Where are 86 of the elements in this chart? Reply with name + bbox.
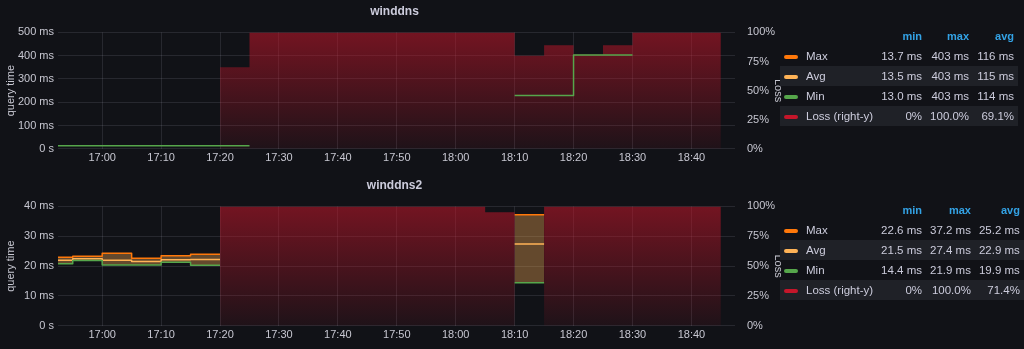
legend-label: Avg (806, 70, 826, 83)
text: 0% (877, 106, 927, 127)
y2-tick-label: 75% (747, 54, 770, 67)
text: 22.9 ms (974, 240, 1024, 261)
text: 116 ms (976, 49, 1015, 65)
y2-tick-label: 100% (747, 25, 776, 38)
text: 21.9 ms (929, 263, 972, 279)
chart-title: winddns2 (365, 177, 423, 192)
y2-tick-label: 50% (747, 83, 770, 96)
y-tick-label: 400 ms (17, 48, 55, 61)
x-tick-label: 17:30 (265, 151, 293, 164)
y-tick-label: 20 ms (24, 259, 55, 272)
text: 403 ms (926, 66, 974, 87)
y-tick-label: 300 ms (17, 71, 55, 84)
legend-label: Max (806, 224, 828, 237)
y2-tick-label: 0% (747, 318, 764, 331)
text: 37.2 ms (929, 223, 972, 239)
text: 69.1% (973, 106, 1018, 127)
x-tick-label: 18:40 (677, 328, 706, 341)
y-tick-label: 40 ms (24, 199, 55, 212)
text: 27.4 ms (926, 240, 975, 261)
text: 19.9 ms (977, 263, 1021, 279)
y2-tick-label: 50% (747, 259, 770, 272)
text: 22.6 ms (880, 223, 924, 239)
x-tick-label: 18:00 (441, 151, 470, 164)
x-tick-label: 18:10 (500, 328, 529, 341)
legend-label: Loss (right-y) (806, 284, 874, 297)
y2-axis-title: Loss (773, 254, 786, 279)
text: 13.5 ms (877, 66, 927, 87)
x-tick-label: 17:40 (324, 151, 352, 164)
text: max (946, 29, 971, 45)
x-tick-label: 17:00 (88, 151, 116, 164)
y-tick-label: 30 ms (24, 229, 55, 242)
x-tick-label: 18:00 (441, 328, 470, 341)
x-tick-label: 17:00 (88, 328, 116, 341)
y-tick-label: 0 s (39, 318, 55, 331)
text: 114 ms (976, 89, 1015, 105)
x-tick-label: 17:40 (324, 328, 352, 341)
x-tick-label: 18:30 (618, 328, 647, 341)
text: 13.0 ms (880, 89, 924, 105)
x-tick-label: 17:50 (383, 151, 411, 164)
text: 100.0% (926, 280, 975, 301)
x-tick-label: 17:20 (206, 328, 234, 341)
text: 13.7 ms (880, 49, 924, 65)
x-tick-label: 17:20 (206, 151, 234, 164)
text: avg (994, 29, 1015, 45)
y-tick-label: 0 s (39, 141, 55, 154)
y-tick-label: 200 ms (17, 95, 55, 108)
x-tick-label: 18:20 (559, 151, 588, 164)
text: 0% (877, 280, 927, 301)
x-tick-label: 17:30 (265, 328, 293, 341)
text: 115 ms (973, 66, 1018, 87)
x-tick-label: 18:10 (500, 151, 529, 164)
text: min (901, 203, 924, 219)
y2-tick-label: 25% (747, 112, 770, 125)
x-tick-label: 18:40 (677, 151, 706, 164)
text: 403 ms (930, 49, 971, 65)
text: 25.2 ms (977, 223, 1021, 239)
y-tick-label: 500 ms (17, 25, 55, 38)
legend-label: Loss (right-y) (806, 110, 874, 123)
y2-tick-label: 25% (747, 288, 770, 301)
x-tick-label: 17:10 (147, 151, 175, 164)
y2-tick-label: 75% (747, 229, 770, 242)
legend-label: Avg (806, 244, 826, 257)
text: 100.0% (926, 106, 974, 127)
legend-label: Min (806, 90, 825, 103)
text: min (901, 29, 924, 45)
text: 21.5 ms (877, 240, 927, 261)
x-tick-label: 18:30 (618, 151, 647, 164)
chart-title: winddns (369, 3, 420, 18)
y-tick-label: 100 ms (17, 118, 55, 131)
text: 403 ms (930, 89, 971, 105)
text: max (947, 203, 972, 219)
x-tick-label: 17:10 (147, 328, 175, 341)
y2-tick-label: 100% (747, 199, 776, 212)
text: 71.4% (974, 280, 1024, 301)
y-tick-label: 10 ms (24, 288, 55, 301)
y2-tick-label: 0% (747, 141, 764, 154)
legend-label: Max (806, 50, 828, 63)
y-axis-title: query time (3, 240, 16, 292)
x-tick-label: 17:50 (383, 328, 411, 341)
y-axis-title: query time (3, 64, 16, 117)
legend-label: Min (806, 264, 825, 277)
x-tick-label: 18:20 (559, 328, 588, 341)
text: 14.4 ms (880, 263, 924, 279)
text: avg (999, 203, 1021, 219)
